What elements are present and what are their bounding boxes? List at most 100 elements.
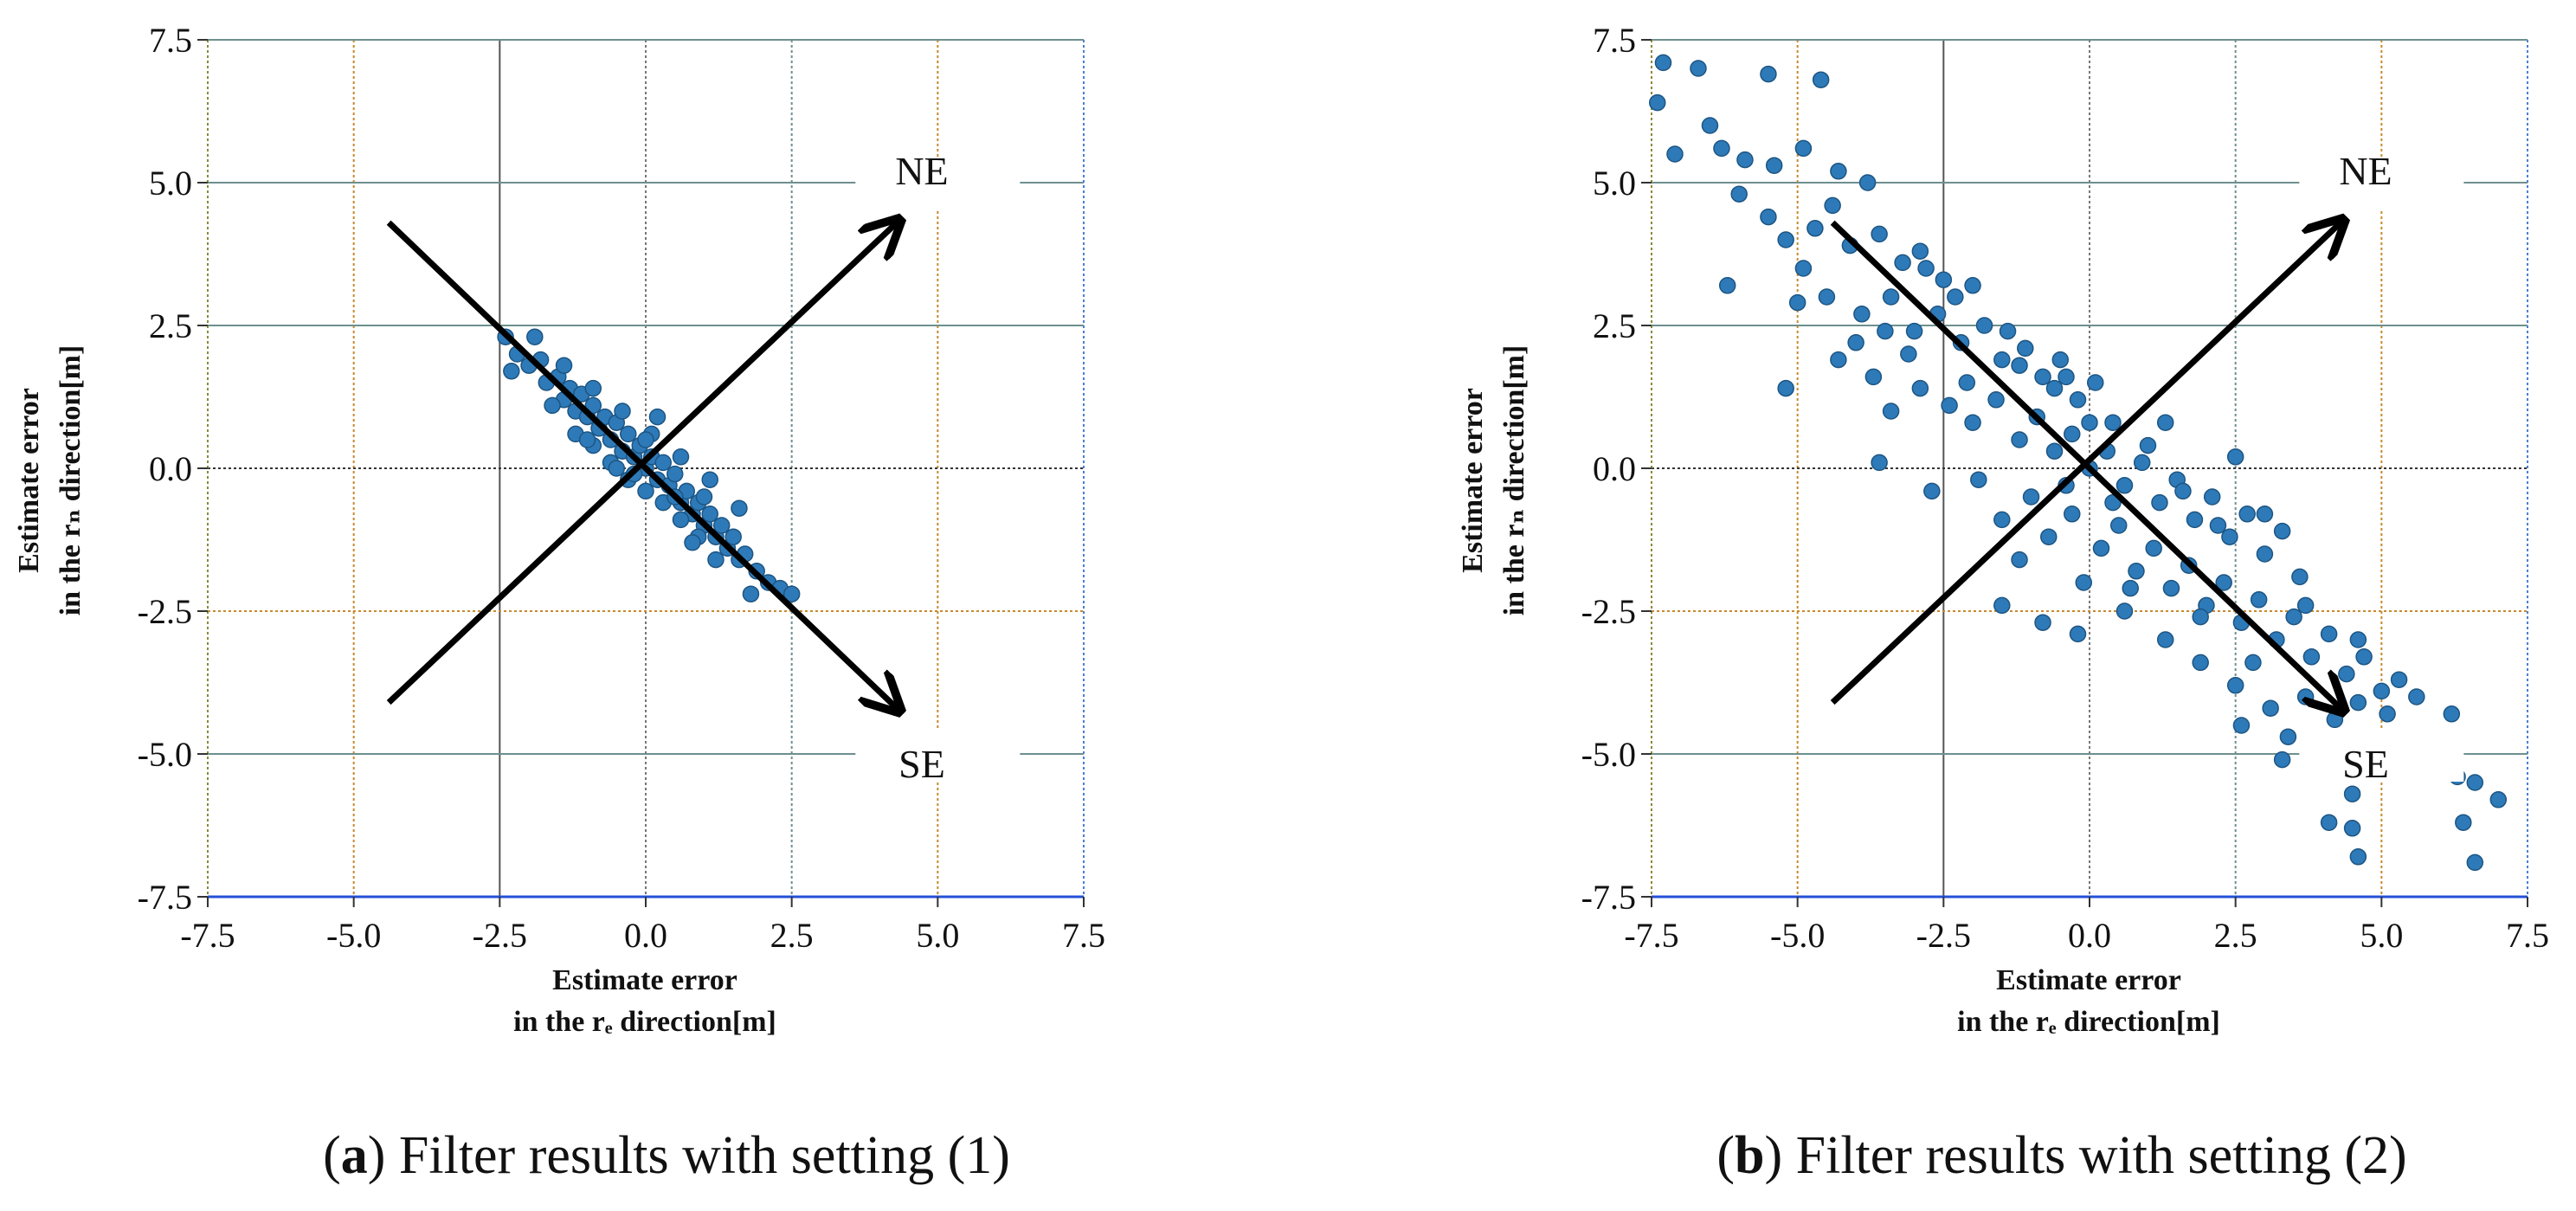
panel-b-data-point <box>2069 625 2087 643</box>
panel-b-data-point <box>2151 493 2168 512</box>
panel-b-y-axis-title: Estimate error <box>1457 388 1489 573</box>
panel-b-caption-letter: b <box>1735 1126 1764 1185</box>
panel-b-data-point <box>1830 163 1847 180</box>
panel-b-data-point <box>1911 379 1929 397</box>
panel-a-data-point <box>695 488 713 506</box>
panel-b-data-point <box>2092 539 2110 557</box>
panel-b-data-point <box>1760 65 1777 83</box>
panel-a-caption: (a) Filter results with setting (1) <box>323 1126 1010 1185</box>
panel-b-data-point <box>1947 288 1964 306</box>
panel-b-data-point <box>2128 563 2145 580</box>
panel-a-x-tick-label: -5.0 <box>326 916 381 955</box>
panel-a-y-tick-label: 2.5 <box>149 306 192 345</box>
panel-a-data-point <box>555 357 573 374</box>
panel-b-x-tick-label: 5.0 <box>2360 916 2403 955</box>
panel-b-data-point <box>1882 403 1900 420</box>
panel-a-y-tick-label: -2.5 <box>138 592 192 631</box>
panel-b-data-point <box>2466 774 2484 791</box>
panel-a-y-tick-label: -7.5 <box>138 878 192 917</box>
panel-b-data-point <box>1718 277 1736 294</box>
panel-b-x-axis-subtitle: in the rₑ direction[m] <box>1957 1006 2220 1038</box>
panel-b-data-point <box>2109 517 2128 534</box>
panel-b-data-point <box>2064 506 2081 523</box>
panel-b-data-point <box>2104 414 2122 431</box>
panel-b-data-point <box>2017 339 2034 358</box>
panel-a-data-point <box>701 506 718 523</box>
panel-b-data-point <box>2186 511 2204 529</box>
panel-a-data-point <box>684 534 701 551</box>
panel-b-data-point <box>2273 522 2291 540</box>
panel-b-data-point <box>2209 517 2227 534</box>
panel-b-ne-label: NE <box>2339 149 2392 193</box>
panel-a-y-axis-subtitle: in the rₙ direction[m] <box>55 345 87 616</box>
panel-b-data-point <box>2139 436 2157 454</box>
panel-b-data-point <box>1760 208 1777 226</box>
panel-a-y-tick-label: 5.0 <box>149 164 192 203</box>
panel-b-x-tick-label: -7.5 <box>1624 916 1678 955</box>
panel-b-data-point <box>2221 528 2238 545</box>
panel-b-data-point <box>2256 506 2274 523</box>
panel-b-data-point <box>2232 717 2251 734</box>
panel-b-data-point <box>2162 579 2180 597</box>
panel-b-data-point <box>1812 71 1830 88</box>
panel-b-data-point <box>2069 391 2087 409</box>
panel-b-data-point <box>1765 157 1783 174</box>
panel-a-x-tick-label: 2.5 <box>770 916 814 955</box>
panel-b-data-point <box>1806 220 1824 237</box>
panel-b-data-point <box>1882 288 1900 306</box>
panel-b-data-point <box>2011 357 2028 374</box>
panel-b-y-axis-subtitle: in the rₙ direction[m] <box>1498 345 1530 616</box>
panel-a-caption-letter: a <box>341 1126 368 1185</box>
panel-b-data-point <box>1970 471 1987 488</box>
panel-b-data-point <box>2349 848 2367 866</box>
panel-b-data-point <box>1905 322 1923 340</box>
panel-b-data-point <box>1858 174 1877 191</box>
panel-b-data-point <box>2349 631 2367 648</box>
panel-b-data-point <box>2192 654 2209 672</box>
panel-b-data-point <box>1777 379 1794 397</box>
panel-a-data-point <box>584 379 602 397</box>
panel-a-data-point <box>637 431 654 448</box>
panel-b-data-point <box>2086 374 2104 391</box>
panel-b-data-point <box>2045 442 2064 460</box>
panel-b-data-point <box>2466 853 2484 872</box>
panel-a-data-point <box>672 511 690 529</box>
panel-b-data-point <box>2156 631 2174 648</box>
panel-b-data-point <box>1654 54 1672 72</box>
panel-a-data-point <box>701 471 718 488</box>
panel-b-data-point <box>2156 414 2174 431</box>
panel-b-data-point <box>2203 488 2221 506</box>
panel-b-x-tick-label: 2.5 <box>2214 916 2257 955</box>
panel-b-data-point <box>1975 317 1993 334</box>
panel-a-data-point <box>724 528 742 545</box>
panel-b-x-axis-title: Estimate error <box>1996 964 2181 996</box>
panel-b-data-point <box>1736 151 1754 169</box>
panel-a-data-point <box>742 585 760 602</box>
panel-b-data-point <box>2250 591 2268 609</box>
panel-b-data-point <box>1666 145 1684 163</box>
panel-b-data-point <box>1999 322 2017 340</box>
panel-b-y-tick-label: 0.0 <box>1593 449 1636 488</box>
panel-b-caption-text: ) Filter results with setting (2) <box>1764 1126 2406 1185</box>
panel-b-data-point <box>1690 60 1707 77</box>
panel-b-data-point <box>2215 574 2232 591</box>
panel-b-data-point <box>1993 596 2011 615</box>
panel-b-data-point <box>1871 454 1888 472</box>
panel-b-y-tick-label: 5.0 <box>1593 164 1636 203</box>
panel-b-data-point <box>1648 93 1666 112</box>
panel-a-data-point <box>578 431 596 448</box>
panel-b-x-tick-label: 7.5 <box>2506 916 2549 955</box>
panel-a-data-point <box>731 499 748 517</box>
panel-a-caption-open: ( <box>323 1126 341 1185</box>
panel-b-data-point <box>1853 306 1871 323</box>
panel-b-data-point <box>1964 277 1981 294</box>
panel-b-data-point <box>1958 374 1976 391</box>
panel-b-data-point <box>2256 545 2274 563</box>
panel-b-y-tick-label: 2.5 <box>1593 306 1636 345</box>
panel-a-data-point <box>654 454 672 472</box>
panel-b-data-point <box>2058 368 2075 386</box>
panel-b-caption: (b) Filter results with setting (2) <box>1716 1126 2406 1185</box>
panel-b-data-point <box>2343 785 2361 802</box>
panel-b-data-point <box>2273 750 2291 769</box>
